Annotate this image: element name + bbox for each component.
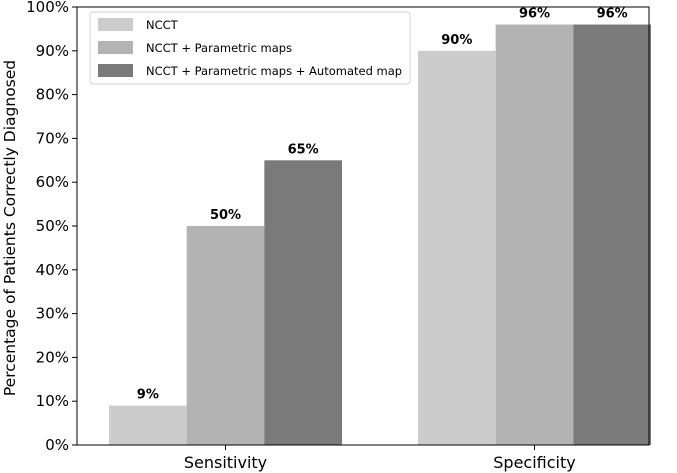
y-tick-label: 20%	[36, 348, 69, 366]
plot-frame	[76, 6, 650, 446]
legend: NCCT NCCT + Parametric maps NCCT + Paramet…	[89, 11, 411, 85]
y-tick-label: 50%	[36, 217, 69, 235]
legend-swatch-series-3	[98, 64, 133, 77]
legend-label-series-2: NCCT + Parametric maps	[146, 41, 292, 55]
bar-sensitivity-series-3	[264, 160, 342, 446]
y-tick-label: 80%	[36, 86, 69, 104]
data-label-specificity-series-2: 96%	[519, 7, 550, 22]
legend-label-series-3: NCCT + Parametric maps + Automated map	[146, 64, 402, 78]
data-label-specificity-series-1: 90%	[441, 33, 472, 48]
x-tick-label: Sensitivity	[184, 453, 267, 472]
y-tick-label: 100%	[26, 0, 69, 16]
y-tick-label: 0%	[45, 436, 69, 454]
data-label-specificity-series-3: 96%	[597, 7, 628, 22]
bar-sensitivity-series-2	[186, 226, 265, 445]
x-tick-label: Specificity	[493, 453, 575, 472]
y-tick-label: 90%	[36, 42, 69, 60]
y-tick-label: 40%	[36, 261, 69, 279]
legend-swatch-series-2	[98, 41, 133, 54]
legend-swatch-series-1	[98, 18, 133, 31]
y-axis-label: Percentage of Patients Correctly Diagnos…	[1, 60, 19, 396]
legend-box	[89, 11, 411, 85]
y-tick-label: 30%	[36, 305, 69, 323]
y-tick-label: 60%	[36, 173, 69, 191]
bar-specificity-series-1	[418, 50, 496, 446]
bars-layer: 9% 50% 65% 90% 96% 96%	[109, 7, 651, 446]
legend-label-series-1: NCCT	[146, 18, 179, 32]
bar-specificity-series-2	[495, 24, 574, 446]
data-label-sensitivity-series-3: 65%	[288, 142, 319, 157]
y-tick-label: 70%	[36, 129, 69, 147]
bar-sensitivity-series-1	[109, 405, 187, 445]
data-label-sensitivity-series-2: 50%	[210, 208, 241, 223]
bar-specificity-series-3	[573, 24, 651, 446]
data-label-sensitivity-series-1: 9%	[137, 388, 159, 403]
axes-layer: Sensitivity Specificity 0% 10% 20% 30% 40% 50% 6…	[26, 0, 650, 472]
y-tick-label: 10%	[36, 392, 69, 410]
